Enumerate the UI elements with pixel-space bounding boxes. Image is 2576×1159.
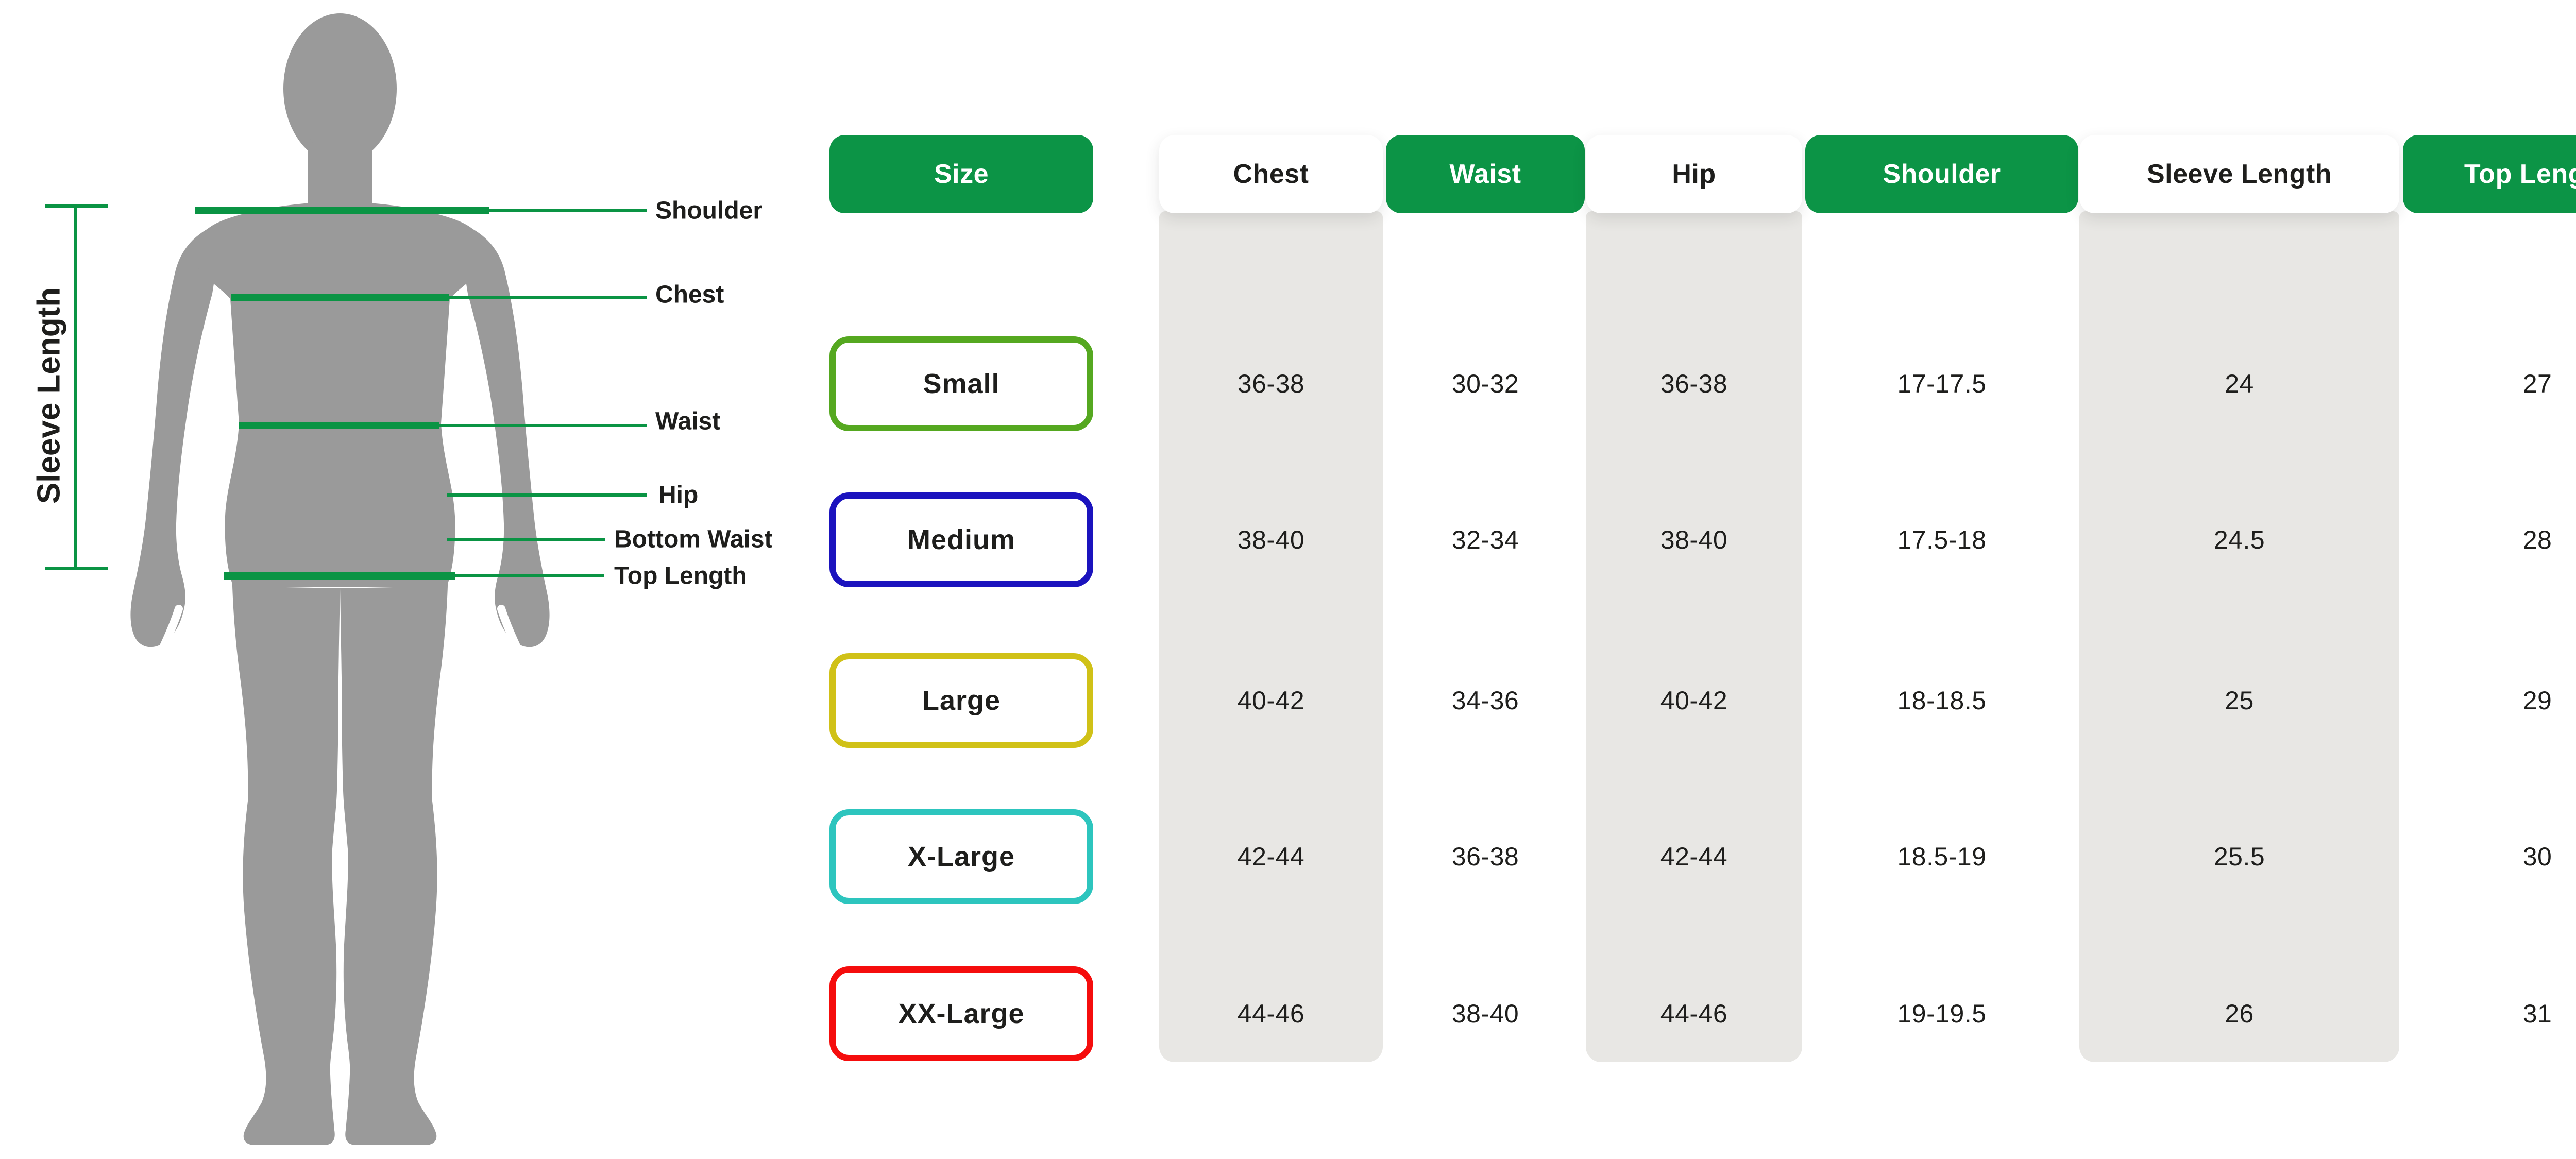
cell-waist-medium: 32-34 — [1451, 525, 1519, 554]
cell-sleeve-length-medium: 24.5 — [2213, 525, 2265, 554]
top-length-line-thick — [224, 572, 455, 580]
size-button-medium[interactable]: Medium — [829, 492, 1093, 587]
size-button-xx-large[interactable]: XX-Large — [829, 966, 1093, 1061]
column-shoulder: Shoulder 17-17.5 17.5-18 18-18.5 18.5-19… — [1805, 0, 2078, 1159]
right-hand-notch — [497, 605, 520, 650]
column-header-hip: Hip — [1586, 135, 1802, 213]
cell-shoulder-large: 18-18.5 — [1897, 686, 1987, 715]
left-hand-notch — [160, 605, 183, 650]
cell-top-length-medium: 28 — [2522, 525, 2552, 554]
cell-sleeve-length-x-large: 25.5 — [2213, 842, 2265, 871]
cell-hip-large: 40-42 — [1660, 686, 1728, 715]
cell-waist-xx-large: 38-40 — [1451, 999, 1519, 1028]
hip-line — [447, 493, 647, 497]
column-size: Size Small Medium Large X-Large XX-Large — [829, 0, 1093, 1159]
cell-top-length-x-large: 30 — [2522, 842, 2552, 871]
measurement-lines — [45, 204, 647, 580]
head-shape — [283, 13, 397, 164]
size-button-large[interactable]: Large — [829, 653, 1093, 748]
cell-hip-xx-large: 44-46 — [1660, 999, 1728, 1028]
cell-sleeve-length-small: 24 — [2225, 369, 2254, 398]
body-diagram-svg: Shoulder Chest Waist Hip Bottom Waist To… — [31, 13, 773, 1145]
label-bottom-waist: Bottom Waist — [614, 526, 773, 553]
column-header-sleeve-length: Sleeve Length — [2079, 135, 2399, 213]
cell-waist-x-large: 36-38 — [1451, 842, 1519, 871]
label-top-length: Top Length — [614, 563, 747, 590]
right-arm-shape — [456, 221, 550, 647]
column-waist: Waist 30-32 32-34 34-36 36-38 38-40 — [1386, 0, 1585, 1159]
cell-hip-small: 36-38 — [1660, 369, 1728, 398]
column-hip: Hip 36-38 38-40 40-42 42-44 44-46 — [1586, 0, 1802, 1159]
column-header-waist: Waist — [1386, 135, 1585, 213]
shoulder-line-thin — [484, 209, 647, 212]
cell-sleeve-length-large: 25 — [2225, 686, 2254, 715]
column-body-hip — [1586, 211, 1802, 1062]
label-waist: Waist — [655, 408, 720, 435]
column-top-length: Top Length 27 28 29 30 31 — [2403, 0, 2576, 1159]
top-length-line-thin — [451, 574, 604, 577]
column-body-chest — [1159, 211, 1383, 1062]
column-header-size: Size — [829, 135, 1093, 213]
column-header-top-length: Top Length — [2403, 135, 2576, 213]
body-measurement-diagram: Shoulder Chest Waist Hip Bottom Waist To… — [0, 0, 824, 1159]
cell-waist-small: 30-32 — [1451, 369, 1519, 398]
cell-shoulder-small: 17-17.5 — [1897, 369, 1987, 398]
sleeve-length-vertical-line — [74, 206, 77, 568]
sleeve-length-top-cap — [45, 204, 108, 208]
measurement-labels: Shoulder Chest Waist Hip Bottom Waist To… — [31, 197, 773, 590]
column-chest: Chest 36-38 38-40 40-42 42-44 44-46 — [1159, 0, 1383, 1159]
cell-top-length-large: 29 — [2522, 686, 2552, 715]
label-chest: Chest — [655, 281, 724, 309]
cell-chest-large: 40-42 — [1237, 686, 1305, 715]
label-hip: Hip — [658, 482, 698, 509]
cell-chest-xx-large: 44-46 — [1237, 999, 1305, 1028]
bottom-waist-line — [447, 538, 605, 541]
chest-line-thick — [231, 294, 449, 301]
right-leg-shape — [340, 515, 448, 1145]
torso-shape — [191, 202, 489, 587]
sleeve-length-bottom-cap — [45, 567, 108, 570]
label-shoulder: Shoulder — [655, 197, 762, 225]
cell-sleeve-length-xx-large: 26 — [2225, 999, 2254, 1028]
column-body-sleeve-length — [2079, 211, 2399, 1062]
left-leg-shape — [232, 515, 340, 1145]
left-arm-shape — [130, 221, 224, 647]
cell-shoulder-x-large: 18.5-19 — [1897, 842, 1987, 871]
column-sleeve-length: Sleeve Length 24 24.5 25 25.5 26 — [2079, 0, 2399, 1159]
waist-line-thin — [434, 424, 647, 427]
cell-chest-small: 36-38 — [1237, 369, 1305, 398]
column-header-shoulder: Shoulder — [1805, 135, 2078, 213]
shoulder-line-thick — [195, 207, 489, 214]
chest-line-thin — [445, 296, 647, 299]
cell-hip-medium: 38-40 — [1660, 525, 1728, 554]
neck-shape — [308, 133, 372, 206]
cell-chest-medium: 38-40 — [1237, 525, 1305, 554]
cell-waist-large: 34-36 — [1451, 686, 1519, 715]
cell-top-length-small: 27 — [2522, 369, 2552, 398]
column-header-chest: Chest — [1159, 135, 1383, 213]
size-button-small[interactable]: Small — [829, 336, 1093, 431]
label-sleeve-length: Sleeve Length — [31, 287, 67, 504]
cell-chest-x-large: 42-44 — [1237, 842, 1305, 871]
cell-shoulder-xx-large: 19-19.5 — [1897, 999, 1987, 1028]
cell-hip-x-large: 42-44 — [1660, 842, 1728, 871]
cell-shoulder-medium: 17.5-18 — [1897, 525, 1987, 554]
waist-line-thick — [239, 422, 439, 429]
cell-top-length-xx-large: 31 — [2522, 999, 2552, 1028]
size-button-x-large[interactable]: X-Large — [829, 809, 1093, 904]
